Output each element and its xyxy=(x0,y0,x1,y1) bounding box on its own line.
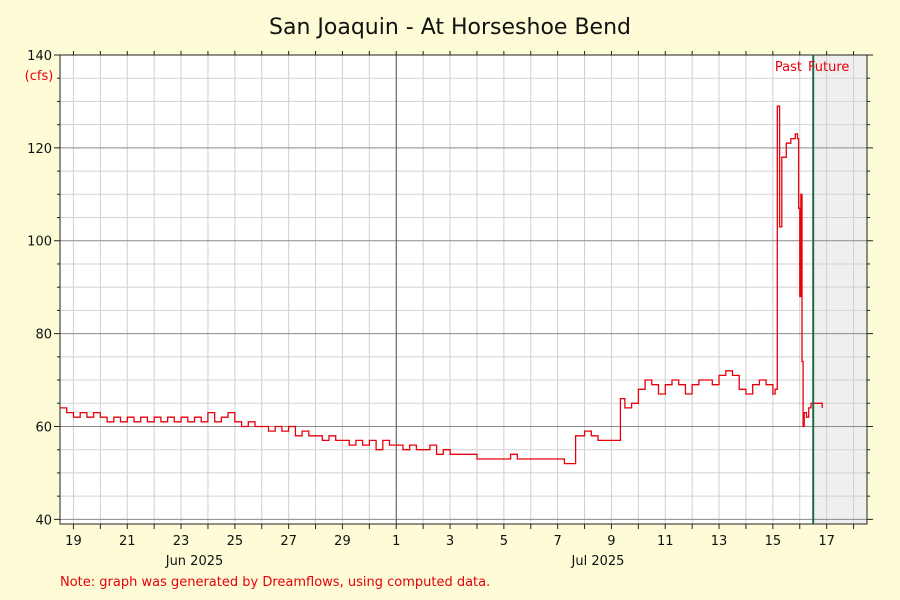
x-tick-label: 17 xyxy=(818,534,835,549)
y-tick-label: 100 xyxy=(27,235,52,250)
series-line xyxy=(60,105,823,465)
footnote: Note: graph was generated by Dreamflows,… xyxy=(60,575,490,590)
x-tick-label: 1 xyxy=(392,534,400,549)
x-tick-label: 15 xyxy=(765,534,782,549)
x-tick-label: 9 xyxy=(607,534,615,549)
x-tick-label: 21 xyxy=(119,534,136,549)
plot-area xyxy=(60,55,867,524)
x-tick-label: 19 xyxy=(65,534,82,549)
chart-title: San Joaquin - At Horseshoe Bend xyxy=(269,15,631,40)
x-tick-label: 13 xyxy=(711,534,728,549)
x-tick-label: 27 xyxy=(280,534,297,549)
x-month-label: Jun 2025 xyxy=(165,554,224,569)
past-label: Past xyxy=(775,60,802,75)
y-axis-unit-label: (cfs) xyxy=(25,69,54,84)
x-tick-label: 25 xyxy=(227,534,244,549)
y-tick-label: 140 xyxy=(27,49,52,64)
x-tick-label: 23 xyxy=(173,534,190,549)
x-tick-label: 5 xyxy=(500,534,508,549)
y-tick-label: 40 xyxy=(35,513,52,528)
y-tick-label: 60 xyxy=(35,420,52,435)
y-tick-label: 80 xyxy=(35,328,52,343)
plot-frame xyxy=(59,54,868,525)
x-tick-label: 3 xyxy=(446,534,454,549)
future-label: Future xyxy=(808,60,849,75)
future-region xyxy=(813,55,867,524)
x-month-label: Jul 2025 xyxy=(571,554,625,569)
x-tick-label: 29 xyxy=(334,534,351,549)
x-tick-label: 7 xyxy=(554,534,562,549)
x-tick-label: 11 xyxy=(657,534,674,549)
y-tick-label: 120 xyxy=(27,142,52,157)
